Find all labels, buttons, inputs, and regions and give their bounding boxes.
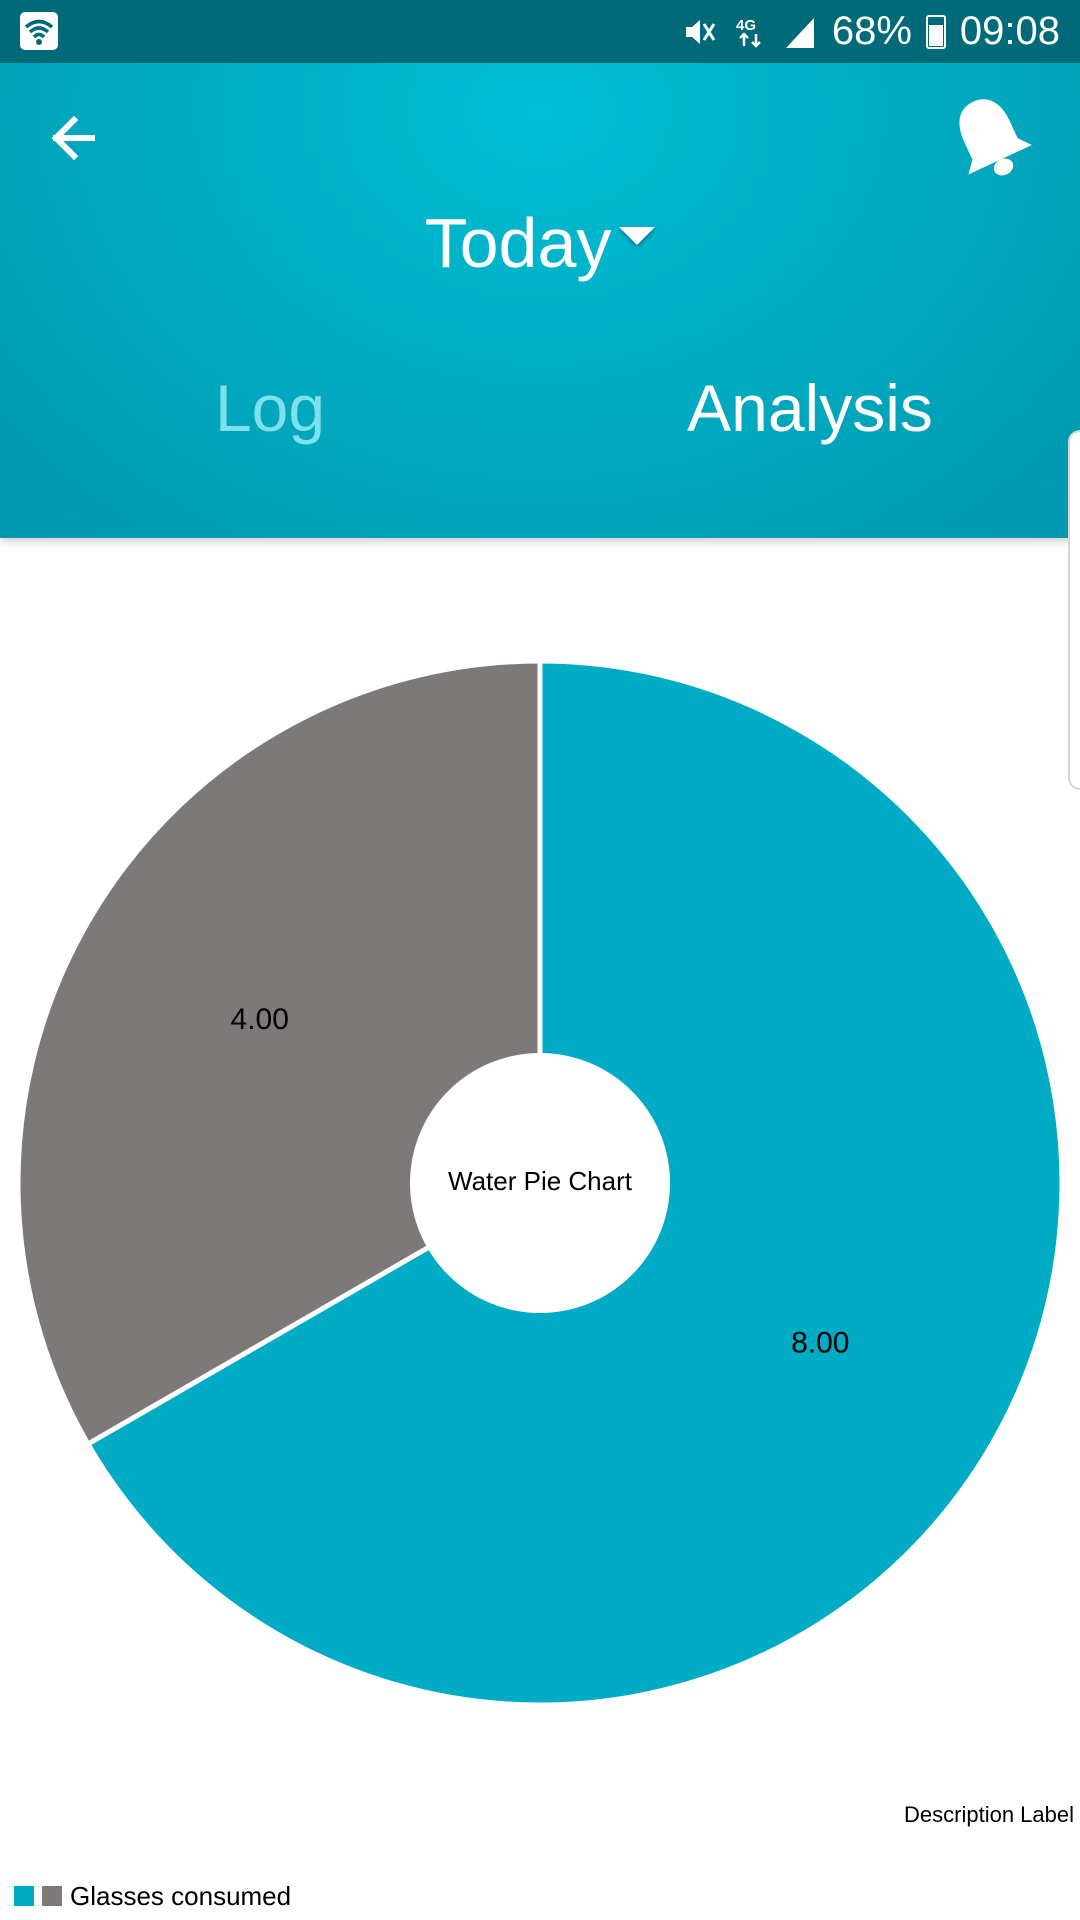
date-range-dropdown[interactable]: Today	[0, 198, 1080, 288]
app-header: Today Log Analysis	[0, 63, 1080, 538]
pie-center-hole	[410, 1053, 670, 1313]
pie-slice-1[interactable]	[15, 658, 543, 1448]
back-arrow-icon	[51, 115, 95, 161]
wifi-icon	[20, 12, 58, 50]
pie-chart-svg: 8.00 4.00 Water Pie Chart	[15, 658, 1065, 1708]
clock: 09:08	[959, 9, 1060, 53]
mute-icon	[682, 14, 718, 50]
legend-label: Glasses consumed	[70, 1880, 292, 1911]
chart-description-label: Description Label	[904, 1802, 1074, 1827]
battery-percent: 68%	[831, 9, 912, 53]
battery-icon	[925, 14, 946, 49]
network-4g-icon: 4G	[732, 14, 768, 50]
back-button[interactable]	[40, 103, 110, 173]
bell-icon	[959, 99, 1032, 176]
signal-icon	[782, 14, 818, 50]
water-pie-chart: 8.00 4.00 Water Pie Chart Description Labe…	[0, 538, 1080, 1920]
tab-analysis[interactable]: Analysis	[687, 371, 933, 445]
svg-text:4G: 4G	[736, 17, 756, 34]
legend-swatch-remaining	[42, 1886, 62, 1906]
pie-slice-label-0: 8.00	[791, 1327, 849, 1360]
notifications-button[interactable]	[945, 88, 1035, 188]
dropdown-caret-icon	[619, 227, 656, 245]
pie-center-text: Water Pie Chart	[448, 1166, 633, 1196]
tab-log[interactable]: Log	[214, 371, 326, 445]
legend-swatch-consumed	[14, 1886, 34, 1906]
date-range-label: Today	[424, 204, 612, 282]
pie-slice-label-1: 4.00	[231, 1003, 289, 1036]
status-bar: 4G 68% 09:08	[0, 0, 1080, 63]
chart-legend: Glasses consumed	[14, 1878, 291, 1914]
